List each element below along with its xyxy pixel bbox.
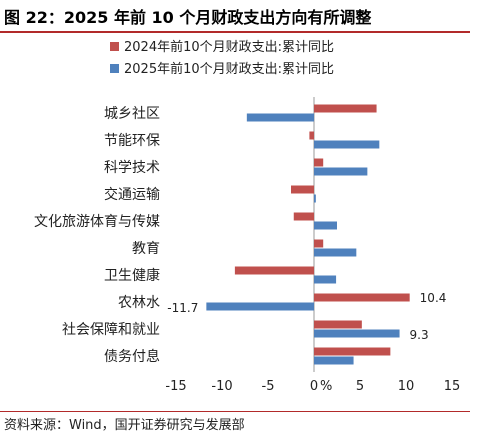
x-tick-label: -15 <box>165 379 186 394</box>
bar-2025 <box>314 275 337 284</box>
x-tick-label: -10 <box>211 379 232 394</box>
category-label: 交通运输 <box>104 186 160 203</box>
legend-swatch-1 <box>110 42 119 51</box>
bar-2024 <box>314 239 324 248</box>
category-label: 教育 <box>132 241 160 257</box>
x-tick-label: 15 <box>444 379 461 394</box>
bar-2025 <box>314 167 368 176</box>
bar-2024 <box>293 212 314 221</box>
bar-2025 <box>314 194 316 203</box>
category-label: 节能环保 <box>104 133 160 149</box>
data-label: -11.7 <box>167 301 198 315</box>
x-tick-label: 0 <box>310 379 318 394</box>
footer-divider <box>0 411 470 412</box>
x-tick-label: 10 <box>398 379 415 394</box>
bar-2024 <box>314 104 377 113</box>
x-unit-label: % <box>320 379 332 394</box>
category-label: 农林水 <box>118 295 160 311</box>
bar-2025 <box>246 113 314 122</box>
title-divider <box>0 31 470 33</box>
data-label: 9.3 <box>410 328 429 342</box>
bar-2024 <box>314 158 324 167</box>
bar-2025 <box>314 356 354 365</box>
source-note: 资料来源：Wind，国开证券研究与发展部 <box>4 418 245 433</box>
bar-2025 <box>314 221 337 230</box>
category-label: 文化旅游体育与传媒 <box>34 214 160 230</box>
bar-2024 <box>291 185 314 194</box>
bar-2024 <box>314 320 362 329</box>
bar-2025 <box>206 302 314 311</box>
x-tick-label: 5 <box>356 379 364 394</box>
legend-label-1: 2024年前10个月财政支出:累计同比 <box>124 39 334 55</box>
bar-2024 <box>314 347 391 356</box>
chart-title: 图 22：2025 年前 10 个月财政支出方向有所调整 <box>4 8 372 27</box>
x-tick-label: -5 <box>262 379 275 394</box>
bar-2025 <box>314 248 357 257</box>
category-label: 社会保障和就业 <box>62 322 160 338</box>
category-label: 债务付息 <box>104 348 160 365</box>
bar-2025 <box>314 329 400 338</box>
legend-label-2: 2025年前10个月财政支出:累计同比 <box>124 61 334 77</box>
bar-2024 <box>234 266 314 275</box>
legend-swatch-2 <box>110 64 119 73</box>
category-label: 卫生健康 <box>104 267 160 284</box>
category-label: 城乡社区 <box>104 106 160 122</box>
bar-2024 <box>309 131 314 140</box>
data-label: 10.4 <box>420 291 447 305</box>
category-label: 科学技术 <box>104 160 160 176</box>
bar-2024 <box>314 293 410 302</box>
bar-2025 <box>314 140 380 149</box>
